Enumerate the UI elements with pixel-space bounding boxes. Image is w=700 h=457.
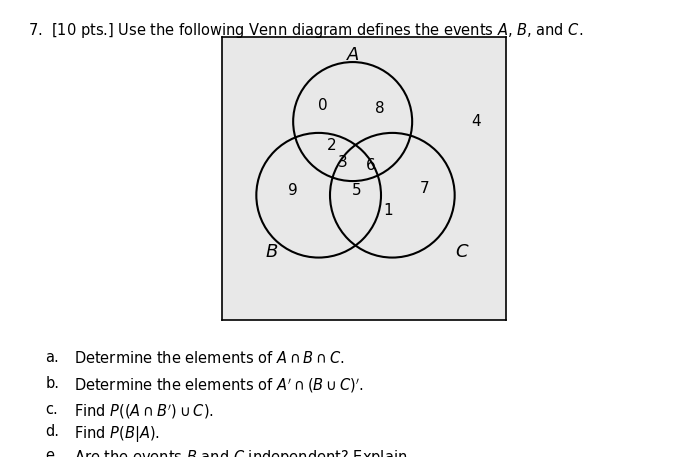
- Text: C: C: [456, 243, 468, 261]
- Text: B: B: [266, 243, 278, 261]
- Text: 7.  [10 pts.] Use the following Venn diagram defines the events $A$, $B$, and $C: 7. [10 pts.] Use the following Venn diag…: [28, 21, 583, 40]
- Text: 3: 3: [338, 155, 348, 170]
- Text: a.: a.: [46, 350, 60, 365]
- Text: 6: 6: [366, 158, 376, 173]
- Text: Find $P((A \cap B') \cup C)$.: Find $P((A \cap B') \cup C)$.: [74, 402, 214, 421]
- Text: c.: c.: [46, 402, 58, 417]
- Text: 4: 4: [471, 114, 481, 129]
- Text: Find $P(B|A)$.: Find $P(B|A)$.: [74, 425, 160, 445]
- Text: 8: 8: [374, 101, 384, 117]
- Text: Determine the elements of $A \cap B \cap C$.: Determine the elements of $A \cap B \cap…: [74, 350, 344, 366]
- Text: 1: 1: [384, 203, 393, 218]
- Text: e.: e.: [46, 448, 60, 457]
- Text: 9: 9: [288, 183, 298, 198]
- Text: Determine the elements of $A' \cap (B \cup C)'$.: Determine the elements of $A' \cap (B \c…: [74, 376, 363, 395]
- Text: 0: 0: [318, 98, 328, 113]
- Text: Are the events $B$ and $C$ independent? Explain.: Are the events $B$ and $C$ independent? …: [74, 448, 411, 457]
- Text: 5: 5: [352, 183, 362, 198]
- Text: b.: b.: [46, 376, 60, 391]
- Text: 2: 2: [327, 138, 336, 153]
- Text: A: A: [346, 46, 359, 64]
- Text: 7: 7: [420, 181, 430, 196]
- Text: d.: d.: [46, 425, 60, 440]
